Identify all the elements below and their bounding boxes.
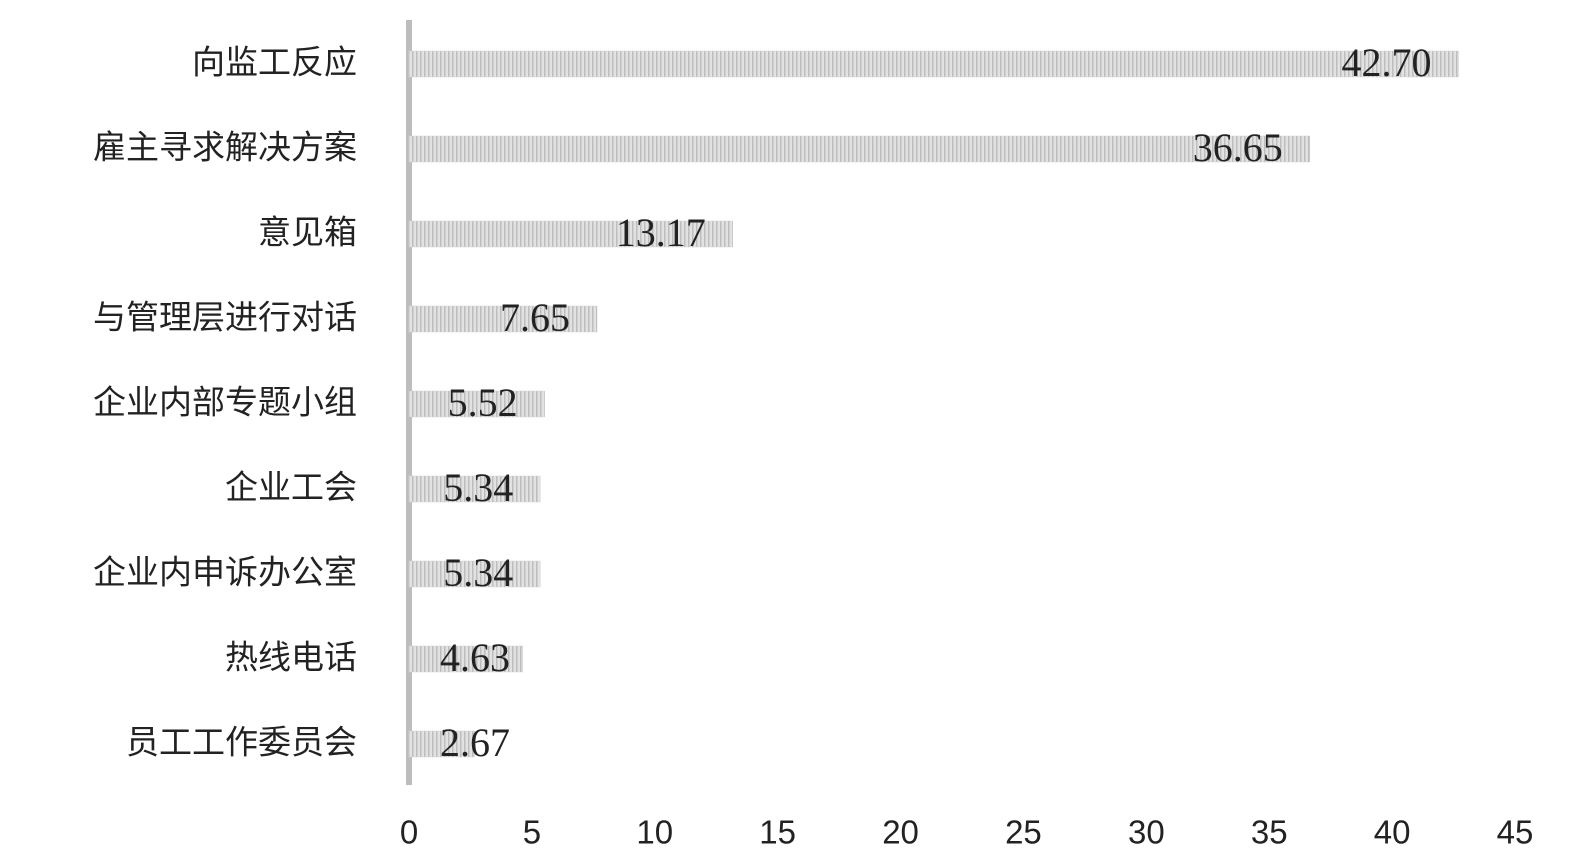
bar — [408, 135, 1311, 163]
bar — [408, 390, 545, 418]
bar — [408, 560, 541, 588]
category-label: 企业内部专题小组 — [93, 383, 357, 422]
x-tick-label: 25 — [1005, 814, 1042, 851]
bar — [408, 730, 475, 758]
value-label: 36.65 — [1193, 125, 1283, 170]
x-tick-label: 20 — [882, 814, 919, 851]
category-label: 意见箱 — [258, 213, 357, 252]
x-tick-label: 0 — [400, 814, 418, 851]
x-tick-label: 45 — [1497, 814, 1534, 851]
value-label: 42.70 — [1341, 40, 1431, 85]
category-label: 雇主寻求解决方案 — [93, 128, 357, 167]
category-label: 企业内申诉办公室 — [93, 553, 357, 592]
x-tick-label: 35 — [1251, 814, 1288, 851]
bar — [408, 305, 598, 333]
category-label: 向监工反应 — [192, 43, 357, 82]
category-label: 与管理层进行对话 — [93, 298, 357, 337]
value-label: 13.17 — [616, 210, 706, 255]
value-label: 4.63 — [440, 635, 510, 680]
x-tick-label: 10 — [636, 814, 673, 851]
value-label: 5.34 — [443, 550, 513, 595]
category-label: 热线电话 — [225, 638, 357, 677]
value-label: 5.34 — [443, 465, 513, 510]
bar — [408, 220, 733, 248]
bar — [408, 645, 524, 673]
x-tick-label: 5 — [523, 814, 541, 851]
x-tick-label: 15 — [759, 814, 796, 851]
bar — [408, 475, 541, 503]
category-label: 员工工作委员会 — [126, 723, 357, 762]
value-label: 2.67 — [440, 720, 510, 765]
bar — [408, 50, 1459, 78]
value-label: 7.65 — [500, 295, 570, 340]
value-label: 5.52 — [448, 380, 518, 425]
x-tick-label: 40 — [1374, 814, 1411, 851]
x-tick-label: 30 — [1128, 814, 1165, 851]
category-label: 企业工会 — [225, 468, 357, 507]
